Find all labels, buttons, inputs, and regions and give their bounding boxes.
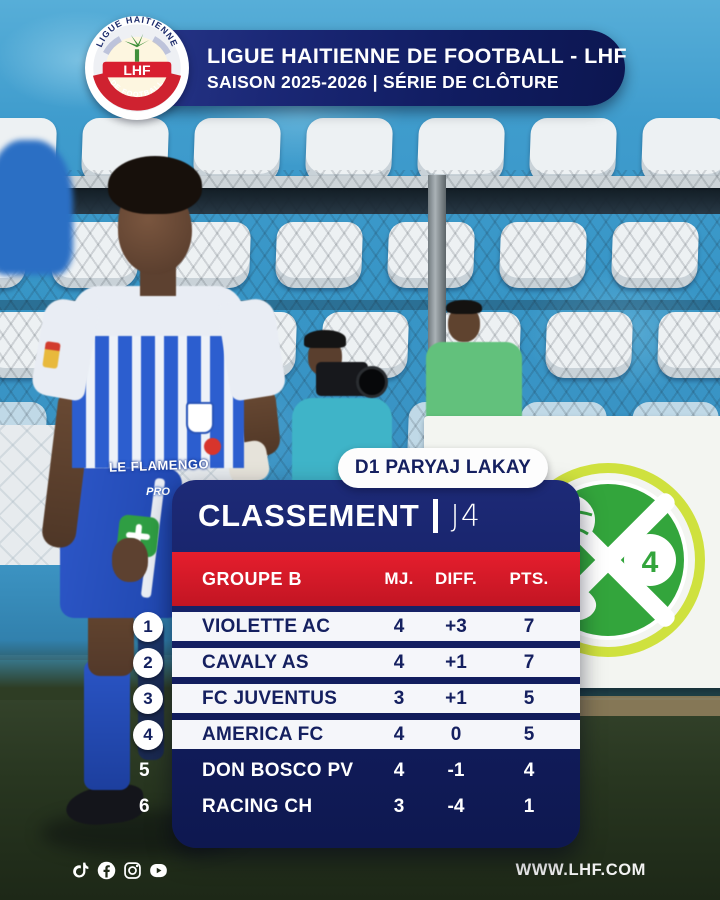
rank-label: 5 bbox=[139, 759, 150, 781]
points: 1 bbox=[523, 795, 535, 817]
group-label: GROUPE B bbox=[202, 568, 303, 589]
instagram-icon[interactable] bbox=[122, 860, 143, 881]
youtube-icon[interactable] bbox=[148, 860, 169, 881]
goal-diff: -4 bbox=[447, 795, 465, 817]
rank-badge: 1 bbox=[133, 611, 163, 642]
points: 7 bbox=[523, 651, 535, 673]
goal-diff: +3 bbox=[445, 615, 467, 637]
rank-label: 6 bbox=[139, 795, 150, 817]
rank-badge: 4 bbox=[133, 719, 163, 750]
points: 4 bbox=[523, 759, 535, 781]
photographer-cap bbox=[304, 330, 346, 348]
banner-title: LIGUE HAITIENNE DE FOOTBALL - LHF bbox=[207, 43, 628, 68]
title-separator bbox=[432, 499, 438, 533]
stand-shadow bbox=[0, 300, 720, 310]
points: 5 bbox=[523, 687, 535, 709]
goal-diff: 0 bbox=[450, 723, 462, 745]
player-hair bbox=[108, 156, 202, 214]
jersey-red-badge bbox=[204, 438, 221, 455]
table-row: 3 FC JUVENTUS 3 +1 5 bbox=[133, 683, 580, 714]
competition-pill: D1 PARYAJ LAKAY bbox=[338, 448, 548, 488]
lhf-logo: LHF LIGUE HAITIENNE DE FOOTBALL bbox=[85, 14, 189, 120]
classement-label: CLASSEMENT bbox=[198, 498, 420, 533]
facebook-icon[interactable] bbox=[96, 860, 117, 881]
team-name: AMERICA FC bbox=[202, 723, 324, 745]
standings-title: CLASSEMENT J4 bbox=[172, 480, 580, 552]
palm-tree bbox=[124, 33, 150, 62]
column-header-diff: DIFF. bbox=[434, 569, 478, 588]
website-link[interactable]: WWW.LHF.COM bbox=[515, 861, 646, 879]
team-name: VIOLETTE AC bbox=[202, 615, 331, 637]
rank-badge: 2 bbox=[133, 647, 163, 678]
header-banner: LHF LIGUE HAITIENNE DE FOOTBALL LIGUE HA… bbox=[85, 14, 628, 120]
team-name: CAVALY AS bbox=[202, 651, 309, 673]
table-row: 4 AMERICA FC 4 0 5 bbox=[133, 719, 580, 750]
social-icons bbox=[70, 860, 169, 881]
table-row: 5 DON BOSCO PV 4 -1 4 bbox=[139, 756, 580, 785]
matches-played: 3 bbox=[393, 687, 405, 709]
column-header-pts: PTS. bbox=[509, 569, 549, 588]
table-row: 6 RACING CH 3 -4 1 bbox=[139, 792, 580, 821]
svg-text:4: 4 bbox=[642, 546, 659, 579]
goal-diff: -1 bbox=[447, 759, 465, 781]
round-label: J4 bbox=[450, 498, 482, 534]
matches-played: 4 bbox=[393, 651, 405, 673]
spectator-hair bbox=[446, 300, 482, 314]
points: 5 bbox=[523, 723, 535, 745]
banner-subtitle: SAISON 2025-2026 | SÉRIE DE CLÔTURE bbox=[207, 71, 559, 92]
table-row: 1 VIOLETTE AC 4 +3 7 bbox=[133, 611, 580, 642]
club-crest bbox=[186, 402, 214, 434]
matches-played: 4 bbox=[393, 615, 405, 637]
camera-lens bbox=[356, 366, 388, 398]
logo-monogram: LHF bbox=[123, 62, 151, 78]
goal-diff: +1 bbox=[445, 687, 467, 709]
rank-badge: 3 bbox=[133, 683, 163, 714]
team-name: RACING CH bbox=[202, 795, 313, 817]
table-row: 2 CAVALY AS 4 +1 7 bbox=[133, 647, 580, 678]
matches-played: 4 bbox=[393, 723, 405, 745]
team-name: DON BOSCO PV bbox=[202, 759, 354, 781]
jersey-sub-sponsor-text: PRO bbox=[146, 486, 170, 498]
team-name: FC JUVENTUS bbox=[202, 687, 338, 709]
matches-played: 3 bbox=[393, 795, 405, 817]
points: 7 bbox=[523, 615, 535, 637]
table-header: GROUPE B MJ. DIFF. PTS. bbox=[172, 552, 580, 606]
goal-diff: +1 bbox=[445, 651, 467, 673]
matches-played: 4 bbox=[393, 759, 405, 781]
table-body: 1 VIOLETTE AC 4 +3 7 2 CAVALY AS 4 +1 7 … bbox=[133, 606, 580, 821]
tiktok-icon[interactable] bbox=[70, 860, 91, 881]
player-sock bbox=[84, 660, 130, 790]
column-header-mj: MJ. bbox=[384, 569, 414, 588]
player-hand bbox=[112, 538, 148, 582]
spectator-green-shirt bbox=[426, 342, 522, 420]
standings-panel: CLASSEMENT J4 GROUPE B MJ. DIFF. PTS. 1 … bbox=[133, 480, 580, 848]
spectator bbox=[0, 140, 73, 275]
